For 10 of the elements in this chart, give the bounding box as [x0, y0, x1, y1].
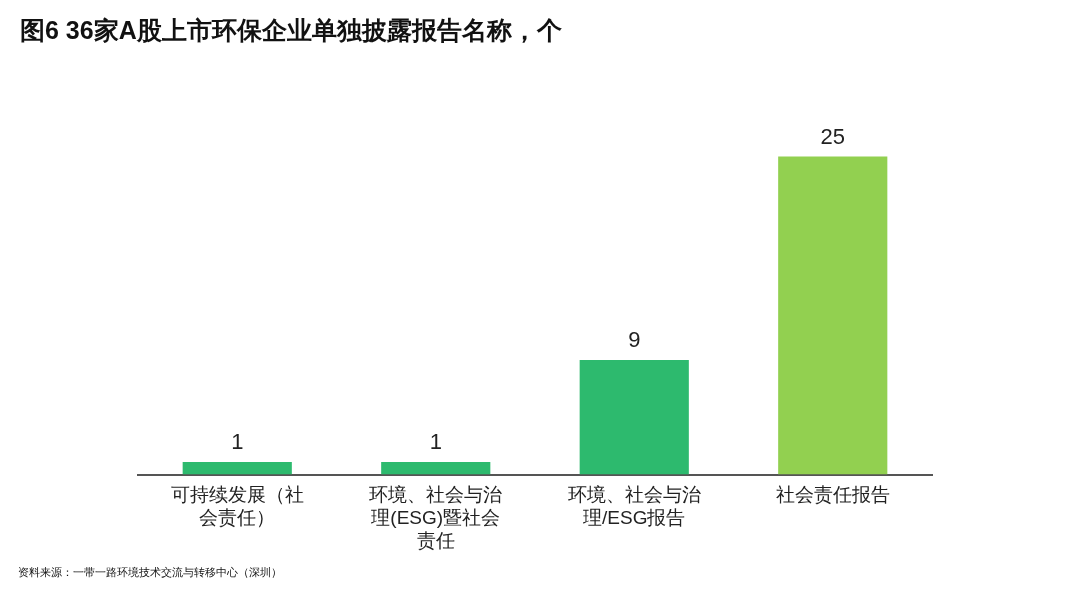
x-tick-label: 环境、社会与治理/ESG报告 — [567, 484, 701, 529]
chart-title: 图6 36家A股上市环保企业单独披露报告名称，个 — [19, 15, 563, 46]
data-label: 1 — [231, 428, 244, 454]
x-tick-label: 社会责任报告 — [775, 484, 890, 506]
text: 资料来源：一带一路环境技术交流与转移中心（深圳） — [17, 565, 283, 581]
x-tick-label: 可持续发展（社会责任） — [170, 484, 304, 529]
data-label: 1 — [429, 428, 442, 454]
data-label: 9 — [628, 327, 641, 353]
data-label: 25 — [820, 123, 845, 149]
x-tick-label: 环境、社会与治理(ESG)暨社会责任 — [369, 484, 503, 551]
